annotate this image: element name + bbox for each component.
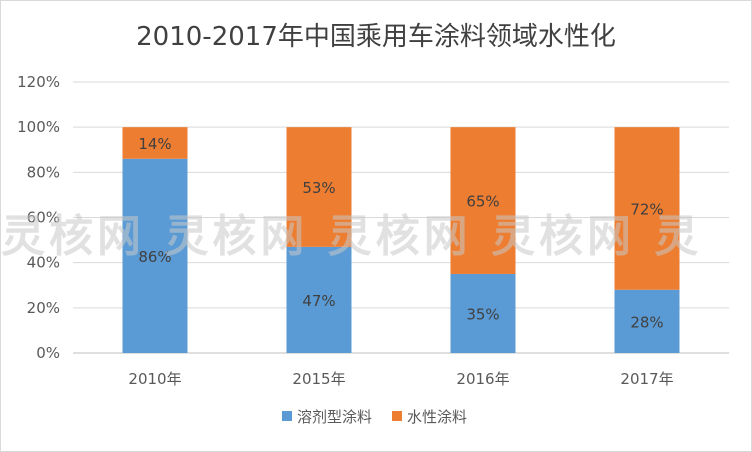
bar-segment bbox=[286, 246, 352, 353]
legend-label: 水性涂料 bbox=[407, 408, 467, 426]
watermark-text: 灵核网 灵核网 灵核网 灵核网 灵 bbox=[1, 211, 702, 262]
y-tick-label: 20% bbox=[27, 299, 60, 317]
legend-label: 溶剂型涂料 bbox=[297, 408, 372, 426]
y-tick-label: 60% bbox=[27, 209, 60, 227]
data-label: 65% bbox=[466, 193, 499, 211]
bar-segment bbox=[450, 273, 516, 353]
bars bbox=[122, 127, 680, 353]
legend-swatch bbox=[392, 411, 402, 421]
legend: 溶剂型涂料 水性涂料 bbox=[282, 408, 467, 426]
x-tick-label: 2016年 bbox=[456, 370, 509, 388]
bar-segment bbox=[286, 127, 352, 247]
bar-segment bbox=[122, 127, 188, 159]
bar-segment bbox=[614, 127, 680, 290]
data-label: 14% bbox=[138, 135, 171, 153]
legend-swatch bbox=[282, 411, 292, 421]
y-tick-label: 80% bbox=[27, 163, 60, 181]
data-label: 53% bbox=[302, 179, 335, 197]
bar-segment bbox=[122, 158, 188, 353]
y-tick-label: 100% bbox=[17, 118, 60, 136]
data-label: 28% bbox=[630, 313, 663, 331]
data-label: 35% bbox=[466, 305, 499, 323]
y-axis-ticks: 0% 20% 40% 60% 80% 100% 120% bbox=[17, 73, 60, 362]
bar-segment bbox=[450, 127, 516, 274]
bar-segment bbox=[614, 289, 680, 353]
chart-title: 2010-2017年中国乘用车涂料领域水性化 bbox=[136, 22, 616, 52]
x-tick-label: 2017年 bbox=[620, 370, 673, 388]
data-label: 72% bbox=[630, 200, 663, 218]
y-tick-label: 40% bbox=[27, 254, 60, 272]
x-tick-label: 2015年 bbox=[292, 370, 345, 388]
x-tick-label: 2010年 bbox=[128, 370, 181, 388]
y-tick-label: 120% bbox=[17, 73, 60, 91]
y-tick-label: 0% bbox=[36, 344, 60, 362]
data-labels: 86% 14% 47% 53% 35% 65% 28% 72% bbox=[138, 135, 663, 331]
data-label: 86% bbox=[138, 248, 171, 266]
x-axis-ticks: 2010年 2015年 2016年 2017年 bbox=[128, 370, 673, 388]
data-label: 47% bbox=[302, 292, 335, 310]
